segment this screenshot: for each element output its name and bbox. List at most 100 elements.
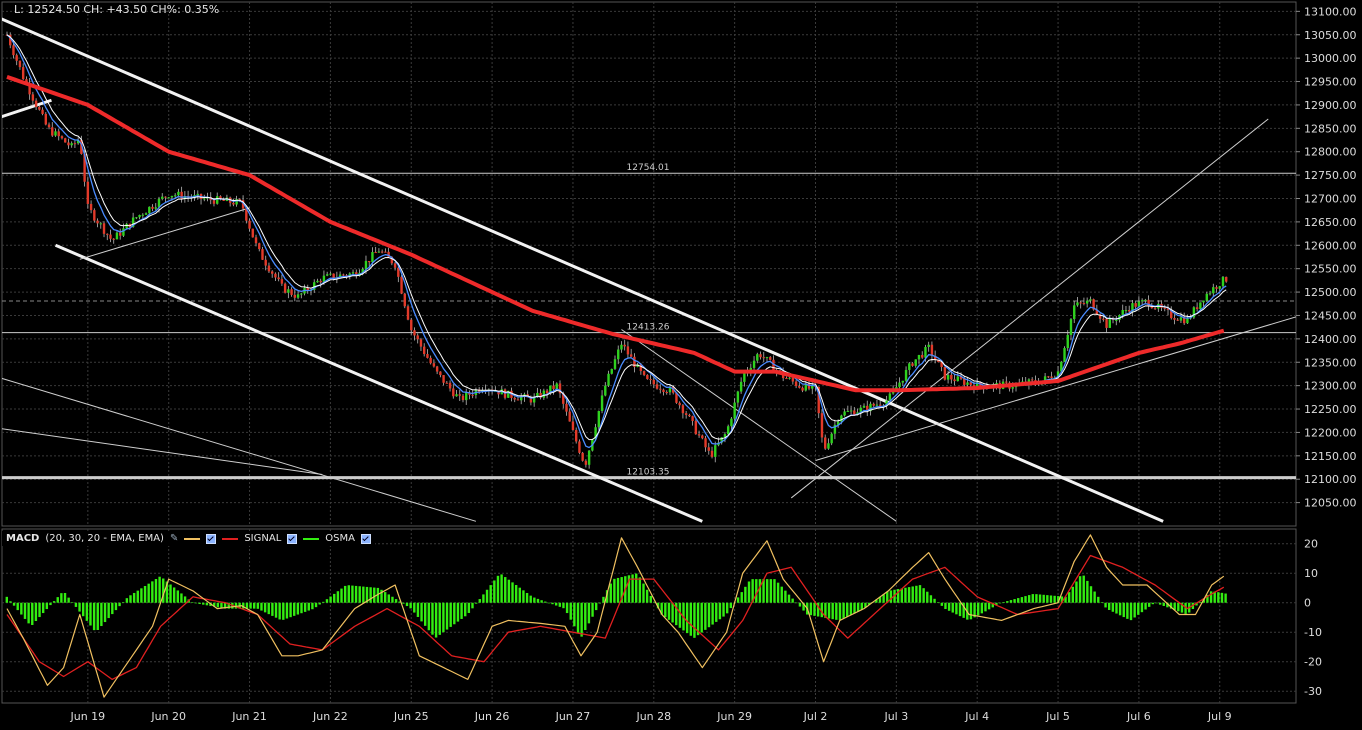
candle-body <box>251 228 254 238</box>
osma-bar <box>1006 601 1009 603</box>
candle-body <box>817 386 820 414</box>
osma-bar <box>303 602 307 612</box>
osma-bar <box>478 599 481 603</box>
candle-body <box>1166 308 1170 310</box>
candle-body <box>106 233 109 235</box>
osma-bar <box>802 602 805 611</box>
candle-body <box>15 55 18 61</box>
candle-body <box>41 109 44 114</box>
osma-visibility-checkbox[interactable] <box>360 533 371 544</box>
candle-body <box>461 395 465 401</box>
osma-bar <box>376 587 380 603</box>
price-tick-label: 12250.00 <box>1304 403 1357 416</box>
candle-body <box>707 447 710 451</box>
osma-bar <box>947 602 951 611</box>
osma-bar <box>715 602 718 622</box>
osma-bar <box>798 602 802 607</box>
candle-body <box>86 181 90 204</box>
osma-bar <box>300 602 303 614</box>
candle-body <box>148 206 151 214</box>
price-panel: 12050.00 12100.00 12150.00 12200.00 12250.00… <box>1 1 1357 527</box>
osma-bar <box>20 602 23 615</box>
osma-bar <box>420 602 423 622</box>
osma-bar <box>398 601 401 603</box>
candle-body <box>649 379 652 381</box>
candle-body <box>762 357 765 359</box>
osma-bar <box>82 602 85 617</box>
candle-body <box>736 391 740 403</box>
candle-body <box>232 202 235 205</box>
osma-bar <box>1020 597 1024 603</box>
osma-bar <box>41 602 45 614</box>
osma-bar <box>172 587 176 603</box>
candle-body <box>44 113 48 125</box>
macd-title: MACD <box>6 533 40 544</box>
osma-bar <box>49 602 52 606</box>
osma-bar <box>911 586 914 603</box>
candle-body <box>122 228 125 236</box>
candle-body <box>274 273 277 278</box>
osma-bar <box>1137 602 1140 615</box>
osma-bar <box>1184 602 1187 614</box>
candle-body <box>180 191 183 199</box>
osma-bar <box>336 591 340 603</box>
osma-bar <box>900 588 904 603</box>
osma-bar <box>856 602 860 612</box>
osma-bar <box>347 585 350 603</box>
osma-bar <box>500 574 503 603</box>
candle-body <box>361 269 364 273</box>
candle-body <box>1124 310 1128 312</box>
candle-body <box>765 357 769 359</box>
candle-body <box>604 385 607 396</box>
candle-body <box>743 373 746 382</box>
candle-body <box>539 392 542 398</box>
osma-bar <box>194 602 198 604</box>
candle-body <box>410 319 413 331</box>
candle-body <box>280 279 284 284</box>
osma-label: OSMA <box>325 533 355 544</box>
candle-body <box>636 364 639 367</box>
candle-body <box>471 394 474 396</box>
macd-visibility-checkbox[interactable] <box>206 533 217 544</box>
candle-body <box>901 380 905 383</box>
osma-bar <box>511 582 514 603</box>
macd-line <box>6 534 1225 698</box>
candle-body <box>306 287 309 291</box>
candle-body <box>665 392 668 394</box>
osma-bar <box>311 602 314 610</box>
macd-legend: MACD (20, 30, 20 - EMA, EMA) ✎ SIGNAL OS… <box>2 531 375 546</box>
osma-bar <box>394 599 398 603</box>
candle-body <box>138 214 141 218</box>
candle-body <box>300 293 303 295</box>
osma-bar <box>853 602 856 614</box>
candle-body <box>613 359 617 369</box>
candle-body <box>681 405 685 414</box>
candle-body <box>633 356 636 367</box>
osma-bar <box>63 592 67 603</box>
x-tick-label: Jun 20 <box>150 710 186 723</box>
candle-body <box>1030 379 1034 381</box>
candle-body <box>562 393 565 404</box>
osma-bar <box>562 602 565 609</box>
macd-tick-label: 0 <box>1304 597 1311 610</box>
candle-body <box>846 410 850 412</box>
osma-bar <box>256 602 260 609</box>
osma-bar <box>496 575 500 603</box>
candle-body <box>38 106 41 110</box>
x-tick-label: Jul 5 <box>1045 710 1070 723</box>
osma-bar <box>464 602 467 617</box>
candle-body <box>959 376 963 379</box>
settings-tool-icon[interactable]: ✎ <box>169 533 179 544</box>
candle-body <box>442 375 445 383</box>
candle-body <box>157 198 161 208</box>
osma-bar <box>92 602 96 631</box>
signal-visibility-checkbox[interactable] <box>287 533 298 544</box>
candle-body <box>772 359 775 372</box>
candle-body <box>678 402 681 406</box>
candle-body <box>1005 381 1008 383</box>
candle-body <box>675 392 678 403</box>
price-tick-label: 12200.00 <box>1304 426 1357 439</box>
osma-bar <box>955 602 958 615</box>
candle-body <box>1208 293 1212 295</box>
osma-bar <box>944 602 947 610</box>
